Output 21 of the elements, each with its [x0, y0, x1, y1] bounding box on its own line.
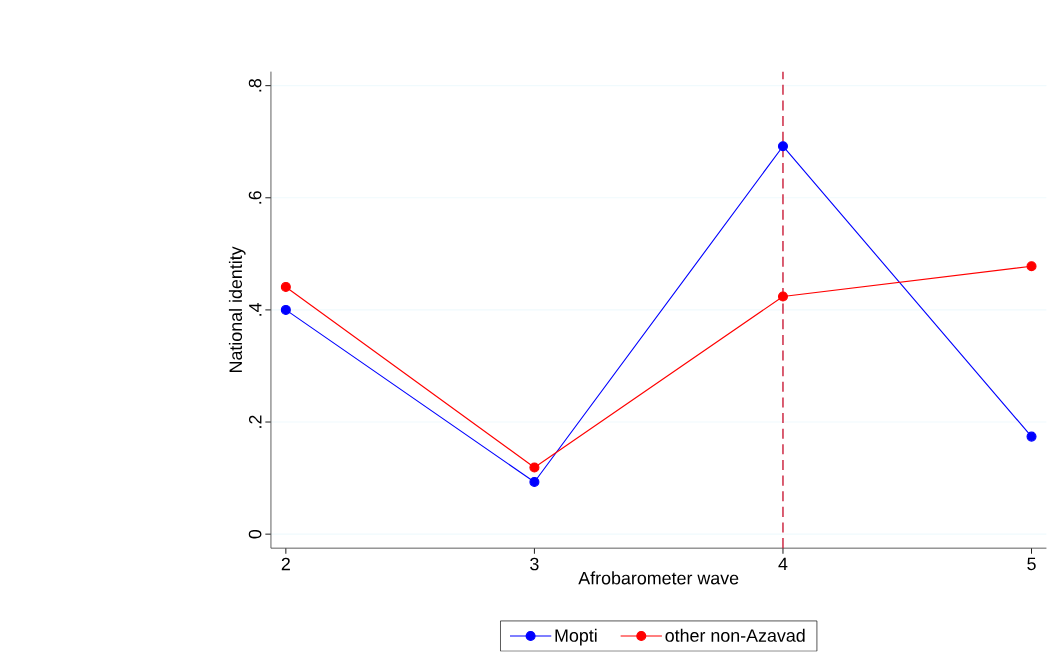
y-axis-title: National identity	[228, 246, 246, 373]
x-tick-label: 3	[530, 557, 539, 571]
y-tick-label: .6	[248, 191, 262, 204]
point	[529, 462, 540, 473]
point	[777, 141, 788, 152]
legend-label: other non-Azavad	[665, 628, 805, 643]
point	[529, 477, 540, 488]
y-tick-label: 0	[248, 530, 262, 539]
point	[1026, 261, 1037, 272]
point	[280, 282, 291, 293]
x-axis-title: Afrobarometer wave	[578, 571, 739, 585]
x-tick-label: 5	[1027, 557, 1036, 571]
y-tick-label: .8	[248, 79, 262, 92]
point	[1026, 431, 1037, 442]
point	[280, 305, 291, 316]
point	[777, 291, 788, 302]
legend-label: Mopti	[555, 628, 597, 646]
x-tick-label: 2	[281, 557, 290, 571]
y-tick-label: .2	[248, 415, 262, 429]
x-tick-label: 4	[778, 557, 788, 571]
y-tick-label: .4	[249, 303, 262, 316]
